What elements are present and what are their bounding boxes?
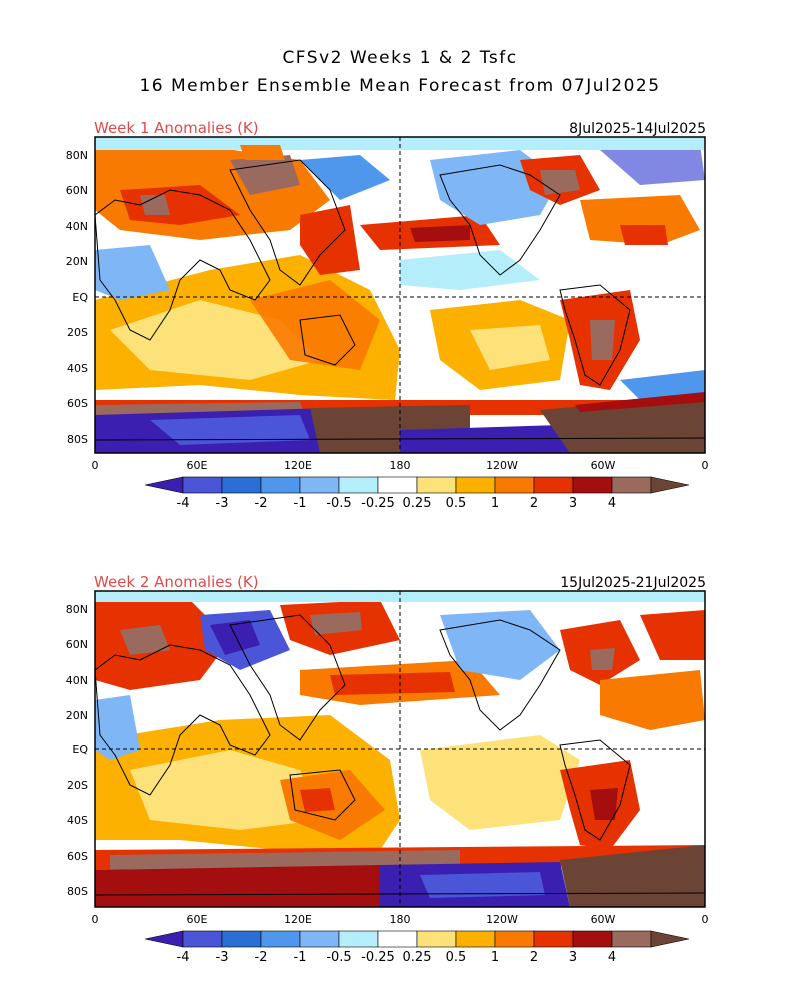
colorbar-swatch	[182, 930, 223, 948]
lon-tick: 180	[390, 459, 411, 472]
lat-tick: 80S	[67, 885, 88, 898]
lon-tick: 60W	[591, 913, 616, 926]
colorbar-swatch	[377, 930, 418, 948]
lon-tick: 0	[702, 913, 709, 926]
lat-tick: 40N	[66, 674, 88, 687]
colorbar-swatch	[455, 476, 496, 494]
colorbar-label: -0.5	[326, 950, 351, 965]
lon-tick: 60E	[187, 459, 208, 472]
lat-tick: 40S	[67, 814, 88, 827]
colorbar-label: -2	[255, 950, 268, 965]
week1-panel: Week 1 Anomalies (K) 8Jul2025-14Jul2025	[66, 119, 709, 511]
colorbar-swatch	[572, 930, 613, 948]
colorbar-label: -4	[177, 496, 190, 511]
lon-tick: 60E	[187, 913, 208, 926]
lat-tick: 80S	[67, 433, 88, 446]
week2-colorbar: -4 -3 -2 -1 -0.5 -0.25 0.25 0.5 1 2 3 4	[144, 930, 690, 965]
colorbar-label: 1	[491, 950, 499, 965]
colorbar-swatch	[494, 930, 535, 948]
colorbar-label: 0.5	[446, 950, 467, 965]
lon-tick: 0	[92, 459, 99, 472]
colorbar-label: 0.25	[403, 950, 432, 965]
colorbar-swatch	[650, 476, 690, 494]
week1-date-range: 8Jul2025-14Jul2025	[569, 121, 706, 137]
colorbar-label: 4	[608, 496, 616, 511]
colorbar-swatch	[338, 476, 379, 494]
colorbar-swatch	[416, 930, 457, 948]
colorbar-label: 0.25	[403, 496, 432, 511]
lat-tick: 60S	[67, 397, 88, 410]
week2-anomaly-map	[95, 591, 705, 907]
colorbar-swatch	[455, 930, 496, 948]
colorbar-swatch	[221, 930, 262, 948]
colorbar-swatch	[182, 476, 223, 494]
colorbar-label: -0.5	[326, 496, 351, 511]
lon-tick: 0	[92, 913, 99, 926]
lat-tick: 20S	[67, 779, 88, 792]
lat-tick: 40N	[66, 220, 88, 233]
colorbar-swatch	[260, 476, 301, 494]
colorbar-swatch	[611, 476, 652, 494]
colorbar-label: -3	[216, 950, 229, 965]
lon-tick: 120E	[284, 913, 312, 926]
colorbar-swatch	[572, 476, 613, 494]
week2-lon-axis: 0 60E 120E 180 120W 60W 0	[92, 913, 709, 926]
lat-tick: 60N	[66, 184, 88, 197]
colorbar-swatch	[416, 476, 457, 494]
week2-panel: Week 2 Anomalies (K) 15Jul2025-21Jul2025	[66, 573, 709, 965]
colorbar-label: -4	[177, 950, 190, 965]
colorbar-swatch	[611, 930, 652, 948]
colorbar-swatch	[299, 476, 340, 494]
lat-tick: 20N	[66, 255, 88, 268]
colorbar-label: -1	[294, 950, 307, 965]
colorbar-label: 4	[608, 950, 616, 965]
week2-lat-axis: 80N 60N 40N 20N EQ 20S 40S 60S 80S	[66, 603, 89, 898]
lon-tick: 120E	[284, 459, 312, 472]
main-subtitle: 16 Member Ensemble Mean Forecast from 07…	[139, 76, 661, 96]
colorbar-swatch	[533, 930, 574, 948]
lat-tick: 20N	[66, 709, 88, 722]
week1-label: Week 1 Anomalies (K)	[94, 119, 259, 137]
lat-tick: 60N	[66, 638, 88, 651]
lon-tick: 120W	[486, 913, 518, 926]
colorbar-label: -0.25	[361, 950, 395, 965]
lat-tick: 60S	[67, 850, 88, 863]
week1-lat-axis: 80N 60N 40N 20N EQ 20S 40S 60S 80S	[66, 149, 89, 446]
lon-tick: 60W	[591, 459, 616, 472]
colorbar-label: 2	[530, 496, 538, 511]
colorbar-swatch	[338, 930, 379, 948]
colorbar-label: -1	[294, 496, 307, 511]
lon-tick: 180	[390, 913, 411, 926]
lat-tick: 40S	[67, 362, 88, 375]
colorbar-swatch	[650, 930, 690, 948]
week2-label: Week 2 Anomalies (K)	[94, 573, 259, 591]
lon-tick: 120W	[486, 459, 518, 472]
colorbar-swatch	[144, 930, 184, 948]
colorbar-swatch	[299, 930, 340, 948]
colorbar-label: 3	[569, 496, 577, 511]
lon-tick: 0	[702, 459, 709, 472]
colorbar-swatch	[533, 476, 574, 494]
colorbar-label: 0.5	[446, 496, 467, 511]
week1-colorbar: -4 -3 -2 -1 -0.5 -0.25 0.25 0.5 1 2 3 4	[144, 476, 690, 511]
lat-tick: 80N	[66, 149, 88, 162]
colorbar-swatch	[144, 476, 184, 494]
week2-date-range: 15Jul2025-21Jul2025	[560, 575, 706, 591]
lat-tick: EQ	[72, 743, 88, 756]
lat-tick: EQ	[72, 291, 88, 304]
colorbar-label: 3	[569, 950, 577, 965]
lat-tick: 20S	[67, 326, 88, 339]
colorbar-label: -2	[255, 496, 268, 511]
colorbar-swatch	[377, 476, 418, 494]
colorbar-swatch	[260, 930, 301, 948]
colorbar-swatch	[494, 476, 535, 494]
colorbar-swatch	[221, 476, 262, 494]
colorbar-label: -0.25	[361, 496, 395, 511]
lat-tick: 80N	[66, 603, 88, 616]
week1-lon-axis: 0 60E 120E 180 120W 60W 0	[92, 459, 709, 472]
colorbar-label: 2	[530, 950, 538, 965]
colorbar-label: -3	[216, 496, 229, 511]
main-title: CFSv2 Weeks 1 & 2 Tsfc	[282, 48, 518, 68]
colorbar-label: 1	[491, 496, 499, 511]
